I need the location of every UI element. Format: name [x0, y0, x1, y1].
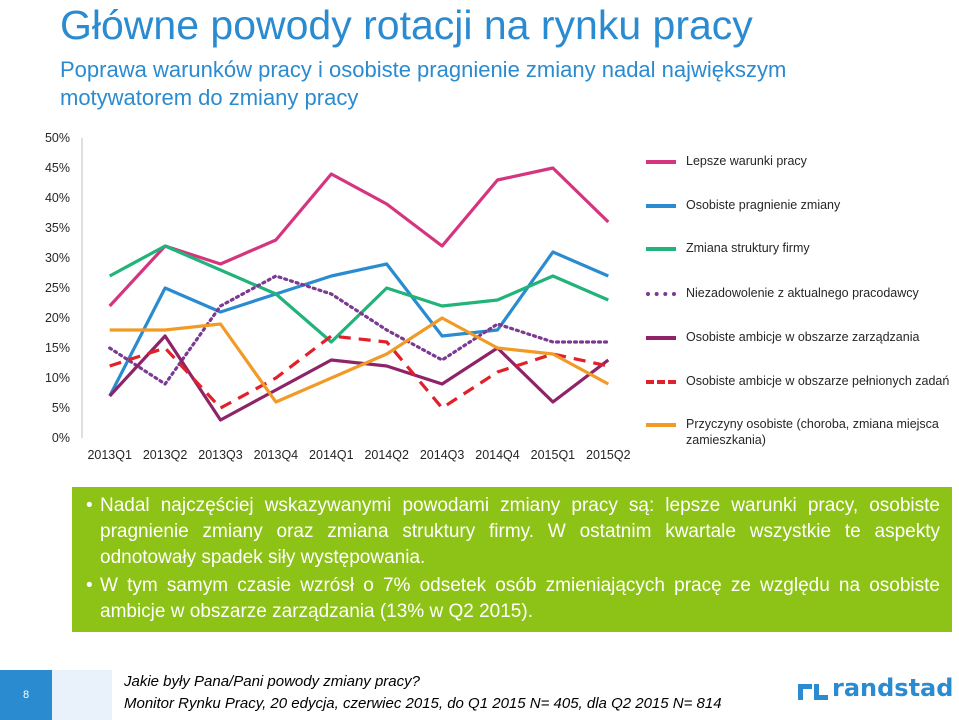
series-line-1: [108, 166, 610, 308]
source-details: Monitor Rynku Pracy, 20 edycja, czerwiec…: [124, 695, 722, 712]
line-chart: 0% 5% 10% 15% 20% 25% 30% 35% 40% 45% 50% 2013Q1 201…: [45, 131, 631, 462]
series-line-5: [108, 334, 610, 422]
y-tick-label: 50%: [45, 131, 70, 145]
legend-swatch: [646, 160, 676, 164]
summary-bullet-text: Nadal najczęściej wskazywanymi powodami …: [100, 495, 940, 568]
legend-swatch: [646, 336, 676, 340]
x-tick-label: 2014Q2: [364, 448, 409, 462]
legend-swatch: [646, 380, 676, 384]
series-line-3: [108, 244, 609, 344]
x-tick-label: 2013Q4: [254, 448, 299, 462]
summary-bullet-text: W tym samym czasie wzrósł o 7% odsetek o…: [100, 575, 940, 622]
footer-accent: [52, 670, 112, 720]
y-tick-label: 35%: [45, 221, 70, 235]
x-tick-label: 2014Q1: [309, 448, 354, 462]
summary-bullet: • W tym samym czasie wzrósł o 7% odsetek …: [86, 573, 940, 625]
x-tick-label: 2014Q3: [420, 448, 465, 462]
page-number: 8: [0, 670, 52, 720]
legend-swatch: [646, 247, 676, 251]
brand-name: randstad: [832, 674, 954, 702]
source-note: Jakie były Pana/Pani powody zmiany pracy…: [124, 671, 722, 715]
y-tick-label: 10%: [45, 371, 70, 385]
legend-swatch: [646, 423, 676, 427]
bullet-icon: •: [86, 495, 93, 516]
legend-label: Niezadowolenie z aktualnego pracodawcy: [686, 286, 919, 300]
y-tick-label: 45%: [45, 161, 70, 175]
randstad-logo: randstad: [796, 674, 953, 706]
x-tick-label: 2015Q2: [586, 448, 631, 462]
y-tick-label: 30%: [45, 251, 70, 265]
y-tick-label: 0%: [52, 431, 70, 445]
legend-swatch: [646, 204, 676, 208]
x-tick-label: 2013Q2: [143, 448, 188, 462]
y-tick-label: 15%: [45, 341, 70, 355]
bullet-icon: •: [86, 575, 93, 596]
summary-bullet: • Nadal najczęściej wskazywanymi powodami…: [86, 493, 940, 571]
legend-label: Osobiste ambicje w obszarze zarządzania: [686, 330, 920, 344]
source-question: Jakie były Pana/Pani powody zmiany pracy…: [124, 673, 420, 690]
series-line-6: [109, 334, 609, 410]
x-tick-label: 2013Q1: [87, 448, 132, 462]
legend-label: Lepsze warunki pracy: [686, 154, 807, 168]
page-subtitle: Poprawa warunków pracy i osobiste pragni…: [60, 57, 787, 110]
summary-box: • Nadal najczęściej wskazywanymi powodami…: [72, 487, 952, 632]
legend-label: Przyczyny osobiste (choroba, zmiana miej…: [686, 417, 939, 447]
y-tick-label: 25%: [45, 281, 70, 295]
series-line-4: [108, 274, 610, 386]
legend-swatch: [646, 292, 676, 296]
series-line-2: [108, 250, 609, 397]
page-title: Główne powody rotacji na rynku pracy: [60, 2, 753, 48]
legend-label: Osobiste pragnienie zmiany: [686, 198, 841, 212]
x-tick-label: 2015Q1: [531, 448, 576, 462]
legend-label: Zmiana struktury firmy: [686, 241, 810, 255]
y-tick-label: 5%: [52, 401, 70, 415]
randstad-mark-icon: [798, 684, 828, 700]
legend-label: Osobiste ambicje w obszarze pełnionych z…: [686, 374, 950, 388]
series-line-7: [109, 316, 610, 404]
x-tick-label: 2013Q3: [198, 448, 243, 462]
y-tick-label: 20%: [45, 311, 70, 325]
x-tick-label: 2014Q4: [475, 448, 520, 462]
y-tick-label: 40%: [45, 191, 70, 205]
